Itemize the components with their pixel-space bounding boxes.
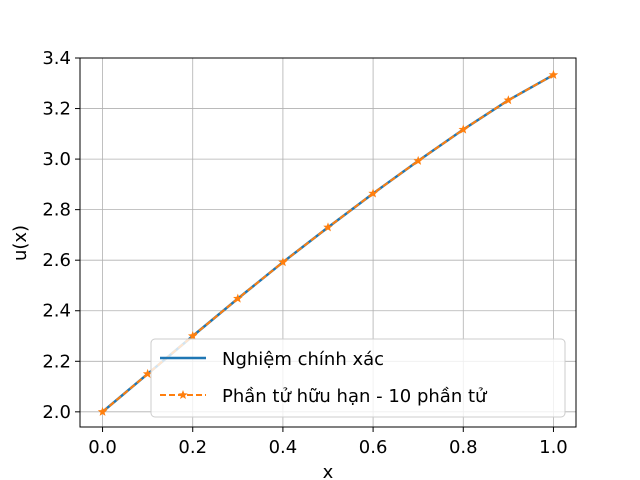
y-tick-label: 2.4: [42, 301, 71, 322]
y-tick-label: 3.0: [42, 149, 71, 170]
data-point: [233, 293, 243, 303]
x-tick-label: 0.8: [449, 437, 478, 458]
y-tick-label: 2.0: [42, 402, 71, 423]
data-point: [413, 155, 423, 165]
legend: Nghiệm chính xác Phần tử hữu hạn - 10 ph…: [150, 338, 566, 418]
legend-box: [150, 338, 566, 418]
y-tick-label: 3.4: [42, 48, 71, 69]
x-tick-label: 0.6: [359, 437, 388, 458]
data-point: [97, 406, 108, 416]
x-ticks: 0.0 0.2 0.4 0.6 0.8 1.0: [88, 427, 568, 458]
y-tick-label: 2.2: [42, 351, 71, 372]
y-tick-label: 3.2: [42, 99, 71, 120]
y-tick-label: 2.8: [42, 200, 71, 221]
y-ticks: 2.0 2.2 2.4 2.6 2.8 3.0 3.2 3.4: [42, 48, 80, 423]
legend-label-exact: Nghiệm chính xác: [222, 349, 384, 370]
x-tick-label: 1.0: [539, 437, 568, 458]
data-point: [368, 188, 378, 198]
x-tick-label: 0.4: [269, 437, 298, 458]
plot-area-frame: [79, 57, 577, 428]
series-markers: [97, 69, 559, 416]
legend-marker-fem-icon: [178, 390, 188, 400]
data-point: [458, 124, 469, 134]
x-axis-label: x: [323, 462, 334, 480]
x-tick-label: 0.2: [178, 437, 207, 458]
y-axis-label: u(x): [10, 225, 31, 261]
data-point: [548, 69, 559, 79]
data-point: [278, 257, 288, 267]
data-point: [187, 331, 198, 341]
data-point: [323, 222, 333, 232]
data-point: [503, 95, 514, 105]
data-point: [142, 368, 153, 378]
legend-label-fem: Phần tử hữu hạn - 10 phần tử: [222, 386, 488, 407]
x-tick-label: 0.0: [88, 437, 117, 458]
y-tick-label: 2.6: [42, 250, 71, 271]
